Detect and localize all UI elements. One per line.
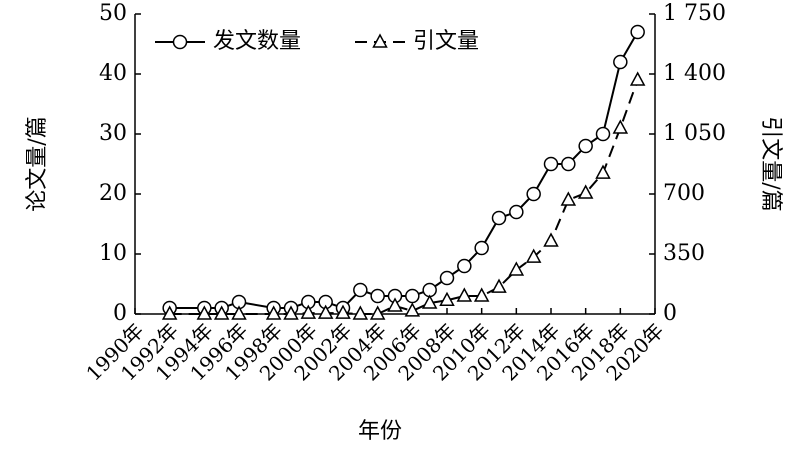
y2-tick-label: 1 750	[663, 1, 726, 26]
point	[509, 204, 524, 220]
y-tick-label: 30	[99, 121, 127, 146]
point	[526, 186, 541, 202]
point	[491, 278, 507, 293]
point	[543, 232, 559, 247]
point	[560, 191, 577, 206]
y2-tick-label: 1 050	[663, 121, 726, 146]
point	[421, 294, 438, 309]
point	[473, 287, 490, 302]
point	[300, 304, 317, 319]
point	[369, 305, 386, 320]
point	[387, 297, 403, 312]
y-axis-label: 论文量/篇	[25, 116, 50, 211]
y-tick-label: 0	[113, 301, 127, 326]
y2-tick-label: 700	[663, 181, 705, 206]
point	[508, 261, 525, 276]
point	[283, 305, 299, 320]
y-tick-label: 20	[99, 181, 127, 206]
point	[561, 156, 576, 172]
y2-axis-label: 引文量/篇	[758, 116, 783, 211]
x-axis-label: 年份	[358, 419, 402, 444]
point	[595, 126, 611, 142]
point	[439, 270, 455, 286]
point	[196, 305, 213, 320]
point	[474, 240, 489, 256]
point	[456, 287, 473, 302]
point	[353, 282, 368, 298]
y-tick-label: 10	[99, 241, 127, 266]
legend-marker	[172, 34, 188, 50]
point	[457, 258, 472, 274]
point	[543, 156, 559, 172]
point	[630, 24, 645, 40]
y-tick-label: 50	[99, 1, 127, 26]
y2-tick-label: 350	[663, 241, 705, 266]
point	[161, 305, 178, 320]
point	[370, 288, 385, 304]
y-tick-label: 40	[99, 61, 127, 86]
point	[265, 305, 282, 320]
point	[404, 302, 421, 317]
y2-tick-label: 0	[663, 301, 677, 326]
point	[612, 119, 629, 134]
point	[213, 305, 230, 320]
point	[577, 184, 594, 199]
point	[352, 305, 369, 320]
legend-marker	[372, 33, 388, 48]
point	[491, 210, 507, 226]
point	[578, 138, 593, 154]
y2-tick-label: 1 400	[663, 61, 726, 86]
legend-label: 引文量	[413, 29, 479, 54]
point	[595, 164, 611, 179]
point	[629, 71, 646, 86]
point	[525, 248, 542, 263]
point	[439, 291, 455, 307]
point	[335, 304, 351, 319]
point	[405, 288, 420, 304]
point	[613, 54, 628, 70]
point	[317, 304, 334, 319]
point	[231, 305, 247, 320]
legend-label: 发文数量	[213, 29, 301, 54]
